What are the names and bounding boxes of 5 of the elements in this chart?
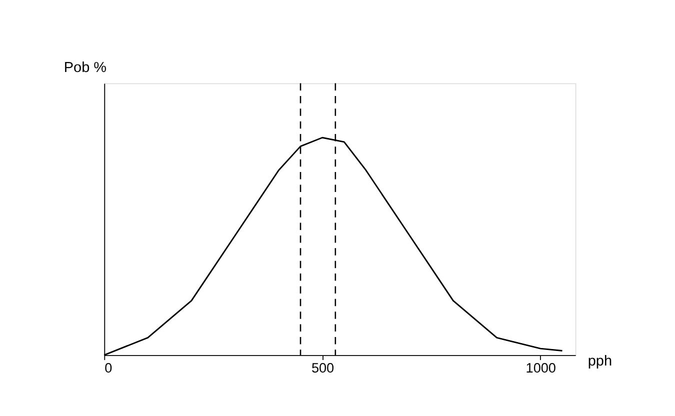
y-axis-title: Pob %: [64, 60, 107, 76]
x-tick-label: 500: [311, 360, 335, 376]
x-tick-label: 0: [104, 360, 113, 376]
x-tick-label: 1000: [526, 360, 556, 376]
x-axis-title: pph: [588, 353, 612, 370]
